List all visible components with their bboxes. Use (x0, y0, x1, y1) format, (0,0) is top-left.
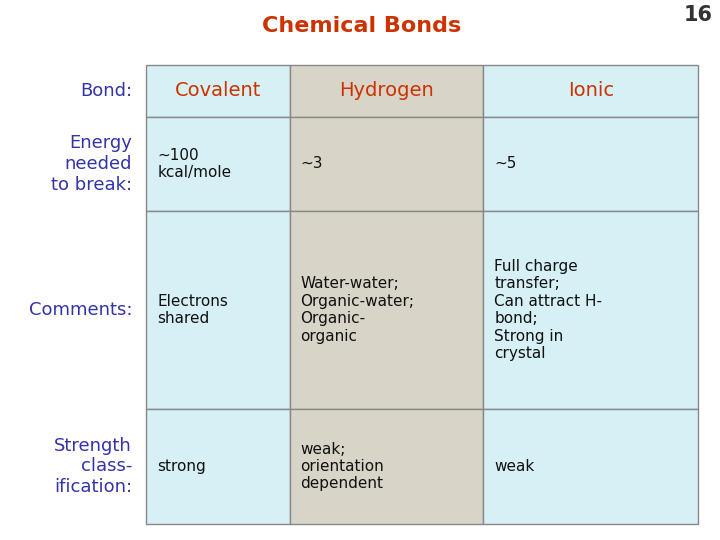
Text: Water-water;
Organic-water;
Organic-
organic: Water-water; Organic-water; Organic- org… (300, 276, 415, 343)
Text: ~5: ~5 (494, 157, 516, 171)
Text: Ionic: Ionic (568, 82, 614, 100)
Text: Strength
class-
ification:: Strength class- ification: (54, 437, 132, 496)
Text: Bond:: Bond: (80, 82, 132, 100)
Text: Hydrogen: Hydrogen (339, 82, 434, 100)
Text: Full charge
transfer;
Can attract H-
bond;
Strong in
crystal: Full charge transfer; Can attract H- bon… (494, 259, 602, 361)
FancyBboxPatch shape (290, 117, 483, 211)
FancyBboxPatch shape (146, 117, 290, 211)
Text: weak: weak (494, 459, 534, 474)
FancyBboxPatch shape (483, 211, 698, 409)
FancyBboxPatch shape (146, 211, 290, 409)
FancyBboxPatch shape (483, 117, 698, 211)
FancyBboxPatch shape (290, 211, 483, 409)
Text: Comments:: Comments: (29, 301, 132, 319)
FancyBboxPatch shape (290, 65, 483, 117)
Text: weak;
orientation
dependent: weak; orientation dependent (300, 442, 384, 491)
FancyBboxPatch shape (290, 409, 483, 524)
Text: Chemical Bonds: Chemical Bonds (262, 16, 461, 36)
Text: ~100
kcal/mole: ~100 kcal/mole (157, 148, 231, 180)
FancyBboxPatch shape (483, 65, 698, 117)
FancyBboxPatch shape (483, 409, 698, 524)
Text: Energy
needed
to break:: Energy needed to break: (51, 134, 132, 194)
Text: Covalent: Covalent (175, 82, 261, 100)
Text: 16: 16 (684, 5, 713, 25)
FancyBboxPatch shape (146, 65, 290, 117)
Text: strong: strong (157, 459, 206, 474)
Text: Electrons
shared: Electrons shared (157, 294, 228, 326)
Text: ~3: ~3 (300, 157, 323, 171)
FancyBboxPatch shape (146, 409, 290, 524)
